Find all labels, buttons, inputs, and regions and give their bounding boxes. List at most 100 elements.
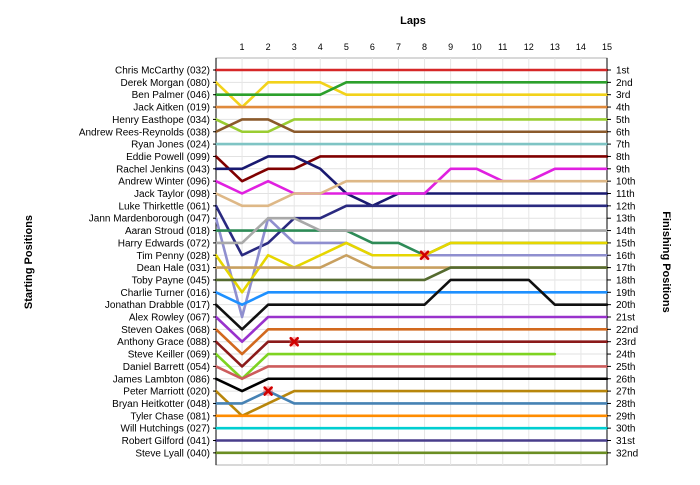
finishing-position-label: 9th bbox=[616, 164, 630, 175]
starting-position-label: Jann Mardenborough (047) bbox=[89, 214, 210, 225]
driver-series-line bbox=[214, 118, 609, 134]
finishing-position-label: 21st bbox=[616, 313, 635, 324]
x-axis-title: Laps bbox=[400, 15, 426, 27]
x-tick-label: 6 bbox=[370, 42, 375, 52]
finishing-position-label: 4th bbox=[616, 103, 630, 114]
finishing-position-label: 11th bbox=[616, 189, 635, 200]
driver-series-line bbox=[214, 81, 609, 109]
starting-position-label: Peter Marriott (020) bbox=[123, 387, 210, 398]
starting-position-label: Luke Thirkettle (061) bbox=[118, 201, 210, 212]
finishing-position-label: 25th bbox=[616, 362, 635, 373]
driver-series-line bbox=[214, 216, 609, 245]
starting-position-label: Bryan Heitkotter (048) bbox=[112, 399, 210, 410]
starting-position-label: Toby Payne (045) bbox=[132, 275, 210, 286]
retirement-marker bbox=[289, 336, 300, 347]
x-tick-label: 8 bbox=[422, 42, 427, 52]
finishing-position-label: 28th bbox=[616, 399, 635, 410]
driver-series-line bbox=[214, 352, 557, 381]
finishing-position-label: 12th bbox=[616, 201, 635, 212]
finishing-position-label: 16th bbox=[616, 251, 635, 262]
driver-series-line bbox=[214, 155, 609, 183]
driver-series-line bbox=[214, 241, 609, 294]
finishing-position-label: 18th bbox=[616, 275, 635, 286]
right-axis-title: Finishing Positions bbox=[660, 211, 672, 312]
starting-position-label: Steven Oakes (068) bbox=[121, 325, 210, 336]
x-tick-label: 12 bbox=[524, 42, 534, 52]
retirement-marker-cross bbox=[263, 386, 273, 396]
driver-series-line bbox=[214, 377, 609, 393]
driver-series-line bbox=[214, 81, 609, 96]
retirement-marker bbox=[263, 386, 274, 397]
finishing-position-label: 13th bbox=[616, 214, 635, 225]
starting-position-label: Tim Penny (028) bbox=[136, 251, 210, 262]
starting-position-label: Tyler Chase (081) bbox=[131, 411, 210, 422]
x-tick-label: 7 bbox=[396, 42, 401, 52]
starting-position-label: Andrew Winter (096) bbox=[118, 177, 210, 188]
starting-position-label: Andrew Rees-Reynolds (038) bbox=[79, 127, 210, 138]
starting-position-label: Ryan Jones (024) bbox=[131, 140, 210, 151]
driver-series-line bbox=[214, 389, 609, 405]
starting-position-label: Ben Palmer (046) bbox=[132, 90, 210, 101]
finishing-position-label: 6th bbox=[616, 127, 630, 138]
left-axis-title: Starting Positions bbox=[23, 215, 35, 309]
starting-position-label: Eddie Powell (099) bbox=[126, 152, 210, 163]
starting-position-label: Steve Lyall (040) bbox=[135, 448, 210, 459]
x-tick-label: 5 bbox=[344, 42, 349, 52]
driver-series-line bbox=[214, 278, 609, 331]
finishing-position-label: 32nd bbox=[616, 448, 638, 459]
finishing-position-label: 31st bbox=[616, 436, 635, 447]
retirement-marker bbox=[419, 250, 430, 261]
finishing-position-label: 20th bbox=[616, 300, 635, 311]
finishing-position-label: 30th bbox=[616, 424, 635, 435]
x-tick-label: 10 bbox=[472, 42, 482, 52]
driver-series-line bbox=[214, 315, 609, 343]
retirement-marker-cross bbox=[419, 250, 430, 261]
starting-position-label: Daniel Barrett (054) bbox=[123, 362, 210, 373]
x-tick-label: 2 bbox=[266, 42, 271, 52]
finishing-position-label: 8th bbox=[616, 152, 630, 163]
finishing-position-label: 19th bbox=[616, 288, 635, 299]
starting-position-label: James Lambton (086) bbox=[113, 374, 210, 385]
retirement-marker-cross bbox=[289, 336, 299, 347]
driver-series-line bbox=[214, 167, 609, 195]
starting-position-label: Jack Taylor (098) bbox=[134, 189, 210, 200]
finishing-position-label: 24th bbox=[616, 350, 635, 361]
driver-series-line bbox=[214, 266, 609, 282]
starting-position-label: Alex Rowley (067) bbox=[129, 313, 210, 324]
starting-position-label: Harry Edwards (072) bbox=[118, 238, 210, 249]
x-tick-label: 4 bbox=[318, 42, 323, 52]
starting-position-label: Jonathan Drabble (017) bbox=[105, 300, 210, 311]
starting-position-label: Henry Easthope (034) bbox=[112, 115, 210, 126]
finishing-position-label: 26th bbox=[616, 374, 635, 385]
starting-position-label: Chris McCarthy (032) bbox=[115, 66, 210, 77]
driver-series-line bbox=[214, 328, 609, 356]
finishing-position-label: 10th bbox=[616, 177, 635, 188]
finishing-position-label: 17th bbox=[616, 263, 635, 274]
finishing-position-label: 3rd bbox=[616, 90, 630, 101]
series-lines bbox=[214, 68, 609, 455]
starting-position-label: Aaran Stroud (018) bbox=[125, 226, 210, 237]
x-tick-label: 1 bbox=[240, 42, 245, 52]
x-tick-label: 3 bbox=[292, 42, 297, 52]
finishing-position-label: 29th bbox=[616, 411, 635, 422]
finishing-position-label: 27th bbox=[616, 387, 635, 398]
x-tick-label: 15 bbox=[602, 42, 612, 52]
starting-position-label: Steve Keiller (069) bbox=[128, 350, 210, 361]
finishing-position-label: 7th bbox=[616, 140, 630, 151]
starting-position-label: Rachel Jenkins (043) bbox=[116, 164, 210, 175]
starting-position-label: Will Hutchings (027) bbox=[121, 424, 210, 435]
starting-position-label: Charlie Turner (016) bbox=[121, 288, 210, 299]
finishing-position-label: 14th bbox=[616, 226, 635, 237]
driver-series-line bbox=[214, 340, 609, 368]
finishing-position-label: 2nd bbox=[616, 78, 633, 89]
x-tick-label: 14 bbox=[576, 42, 586, 52]
starting-position-label: Robert Gilford (041) bbox=[122, 436, 210, 447]
starting-position-label: Derek Morgan (080) bbox=[121, 78, 210, 89]
starting-position-label: Anthony Grace (088) bbox=[117, 337, 210, 348]
x-tick-label: 11 bbox=[498, 42, 507, 52]
finishing-position-label: 23rd bbox=[616, 337, 636, 348]
finishing-position-label: 22nd bbox=[616, 325, 638, 336]
